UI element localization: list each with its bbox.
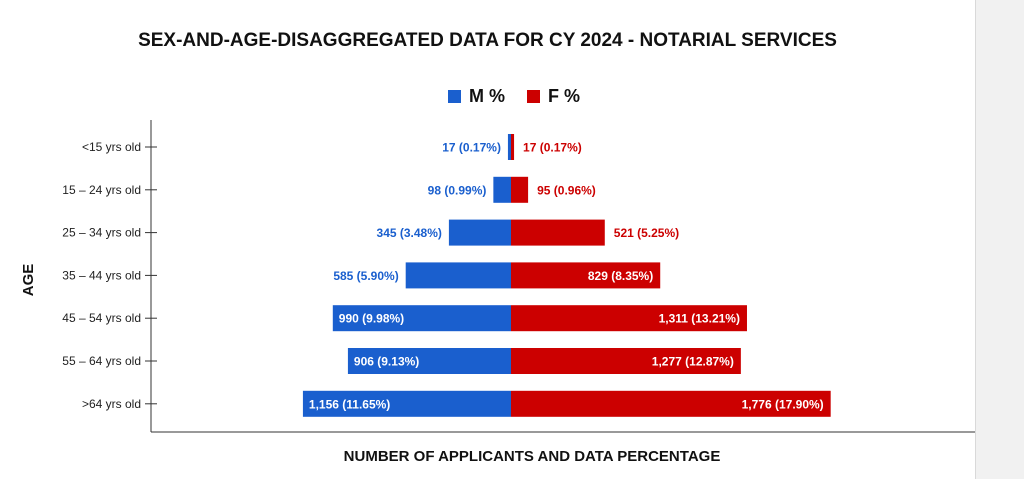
bar-male xyxy=(332,305,511,332)
bar-male xyxy=(347,348,511,374)
bar-female xyxy=(511,348,741,374)
bar-female xyxy=(511,176,529,203)
data-label-group: 17 (0.17%) 17 (0.17%) 98 (0.99%) 95 (0.96%)… xyxy=(309,141,824,412)
bar-group xyxy=(302,134,831,417)
bar-male xyxy=(448,219,511,246)
data-label-female: 1,311 (13.21%) xyxy=(659,312,740,326)
data-label-female: 829 (8.35%) xyxy=(588,269,653,283)
bar-female xyxy=(511,305,747,332)
legend-item-male: M % xyxy=(448,86,505,107)
data-label-male: 345 (3.48%) xyxy=(377,226,442,240)
bar-female xyxy=(511,390,831,417)
bar-male xyxy=(302,390,511,417)
plot-area: <15 yrs old 15 – 24 yrs old 25 – 34 yrs ol… xyxy=(62,120,975,433)
data-label-male: 17 (0.17%) xyxy=(442,141,501,155)
y-tick-label: 15 – 24 yrs old xyxy=(62,183,141,197)
bar-female xyxy=(511,262,661,289)
legend: M % F % xyxy=(0,86,1024,110)
bar-male xyxy=(405,262,511,289)
y-tick-label: 25 – 34 yrs old xyxy=(62,226,141,240)
data-label-female: 1,277 (12.87%) xyxy=(652,355,734,369)
legend-item-female: F % xyxy=(527,86,580,107)
chart-title: SEX-AND-AGE-DISAGGREGATED DATA FOR CY 20… xyxy=(138,30,837,51)
bar-female xyxy=(511,134,515,160)
legend-swatch-male xyxy=(448,90,461,103)
y-tick-label: <15 yrs old xyxy=(82,140,141,154)
data-label-male: 906 (9.13%) xyxy=(354,355,419,369)
y-tick-label: 45 – 54 yrs old xyxy=(62,311,141,325)
window-edge-strip xyxy=(975,0,1024,479)
bar-male xyxy=(507,134,511,160)
data-label-female: 17 (0.17%) xyxy=(523,141,582,155)
y-tick-label: 55 – 64 yrs old xyxy=(62,354,141,368)
y-tick-label: 35 – 44 yrs old xyxy=(62,268,141,282)
data-label-male: 98 (0.99%) xyxy=(428,183,487,197)
y-tick-group: <15 yrs old 15 – 24 yrs old 25 – 34 yrs ol… xyxy=(62,140,157,411)
bar-male xyxy=(493,176,511,203)
legend-swatch-female xyxy=(527,90,540,103)
legend-label-female: F % xyxy=(548,86,581,106)
data-label-male: 1,156 (11.65%) xyxy=(309,397,390,411)
legend-label-male: M % xyxy=(469,86,505,106)
data-label-female: 1,776 (17.90%) xyxy=(742,397,824,411)
bar-female xyxy=(511,219,605,246)
data-label-female: 95 (0.96%) xyxy=(537,183,596,197)
y-tick-label: >64 yrs old xyxy=(82,397,141,411)
data-label-male: 585 (5.90%) xyxy=(333,269,398,283)
data-label-male: 990 (9.98%) xyxy=(339,312,404,326)
data-label-female: 521 (5.25%) xyxy=(614,226,679,240)
x-axis-label: NUMBER OF APPLICANTS AND DATA PERCENTAGE xyxy=(343,448,721,465)
